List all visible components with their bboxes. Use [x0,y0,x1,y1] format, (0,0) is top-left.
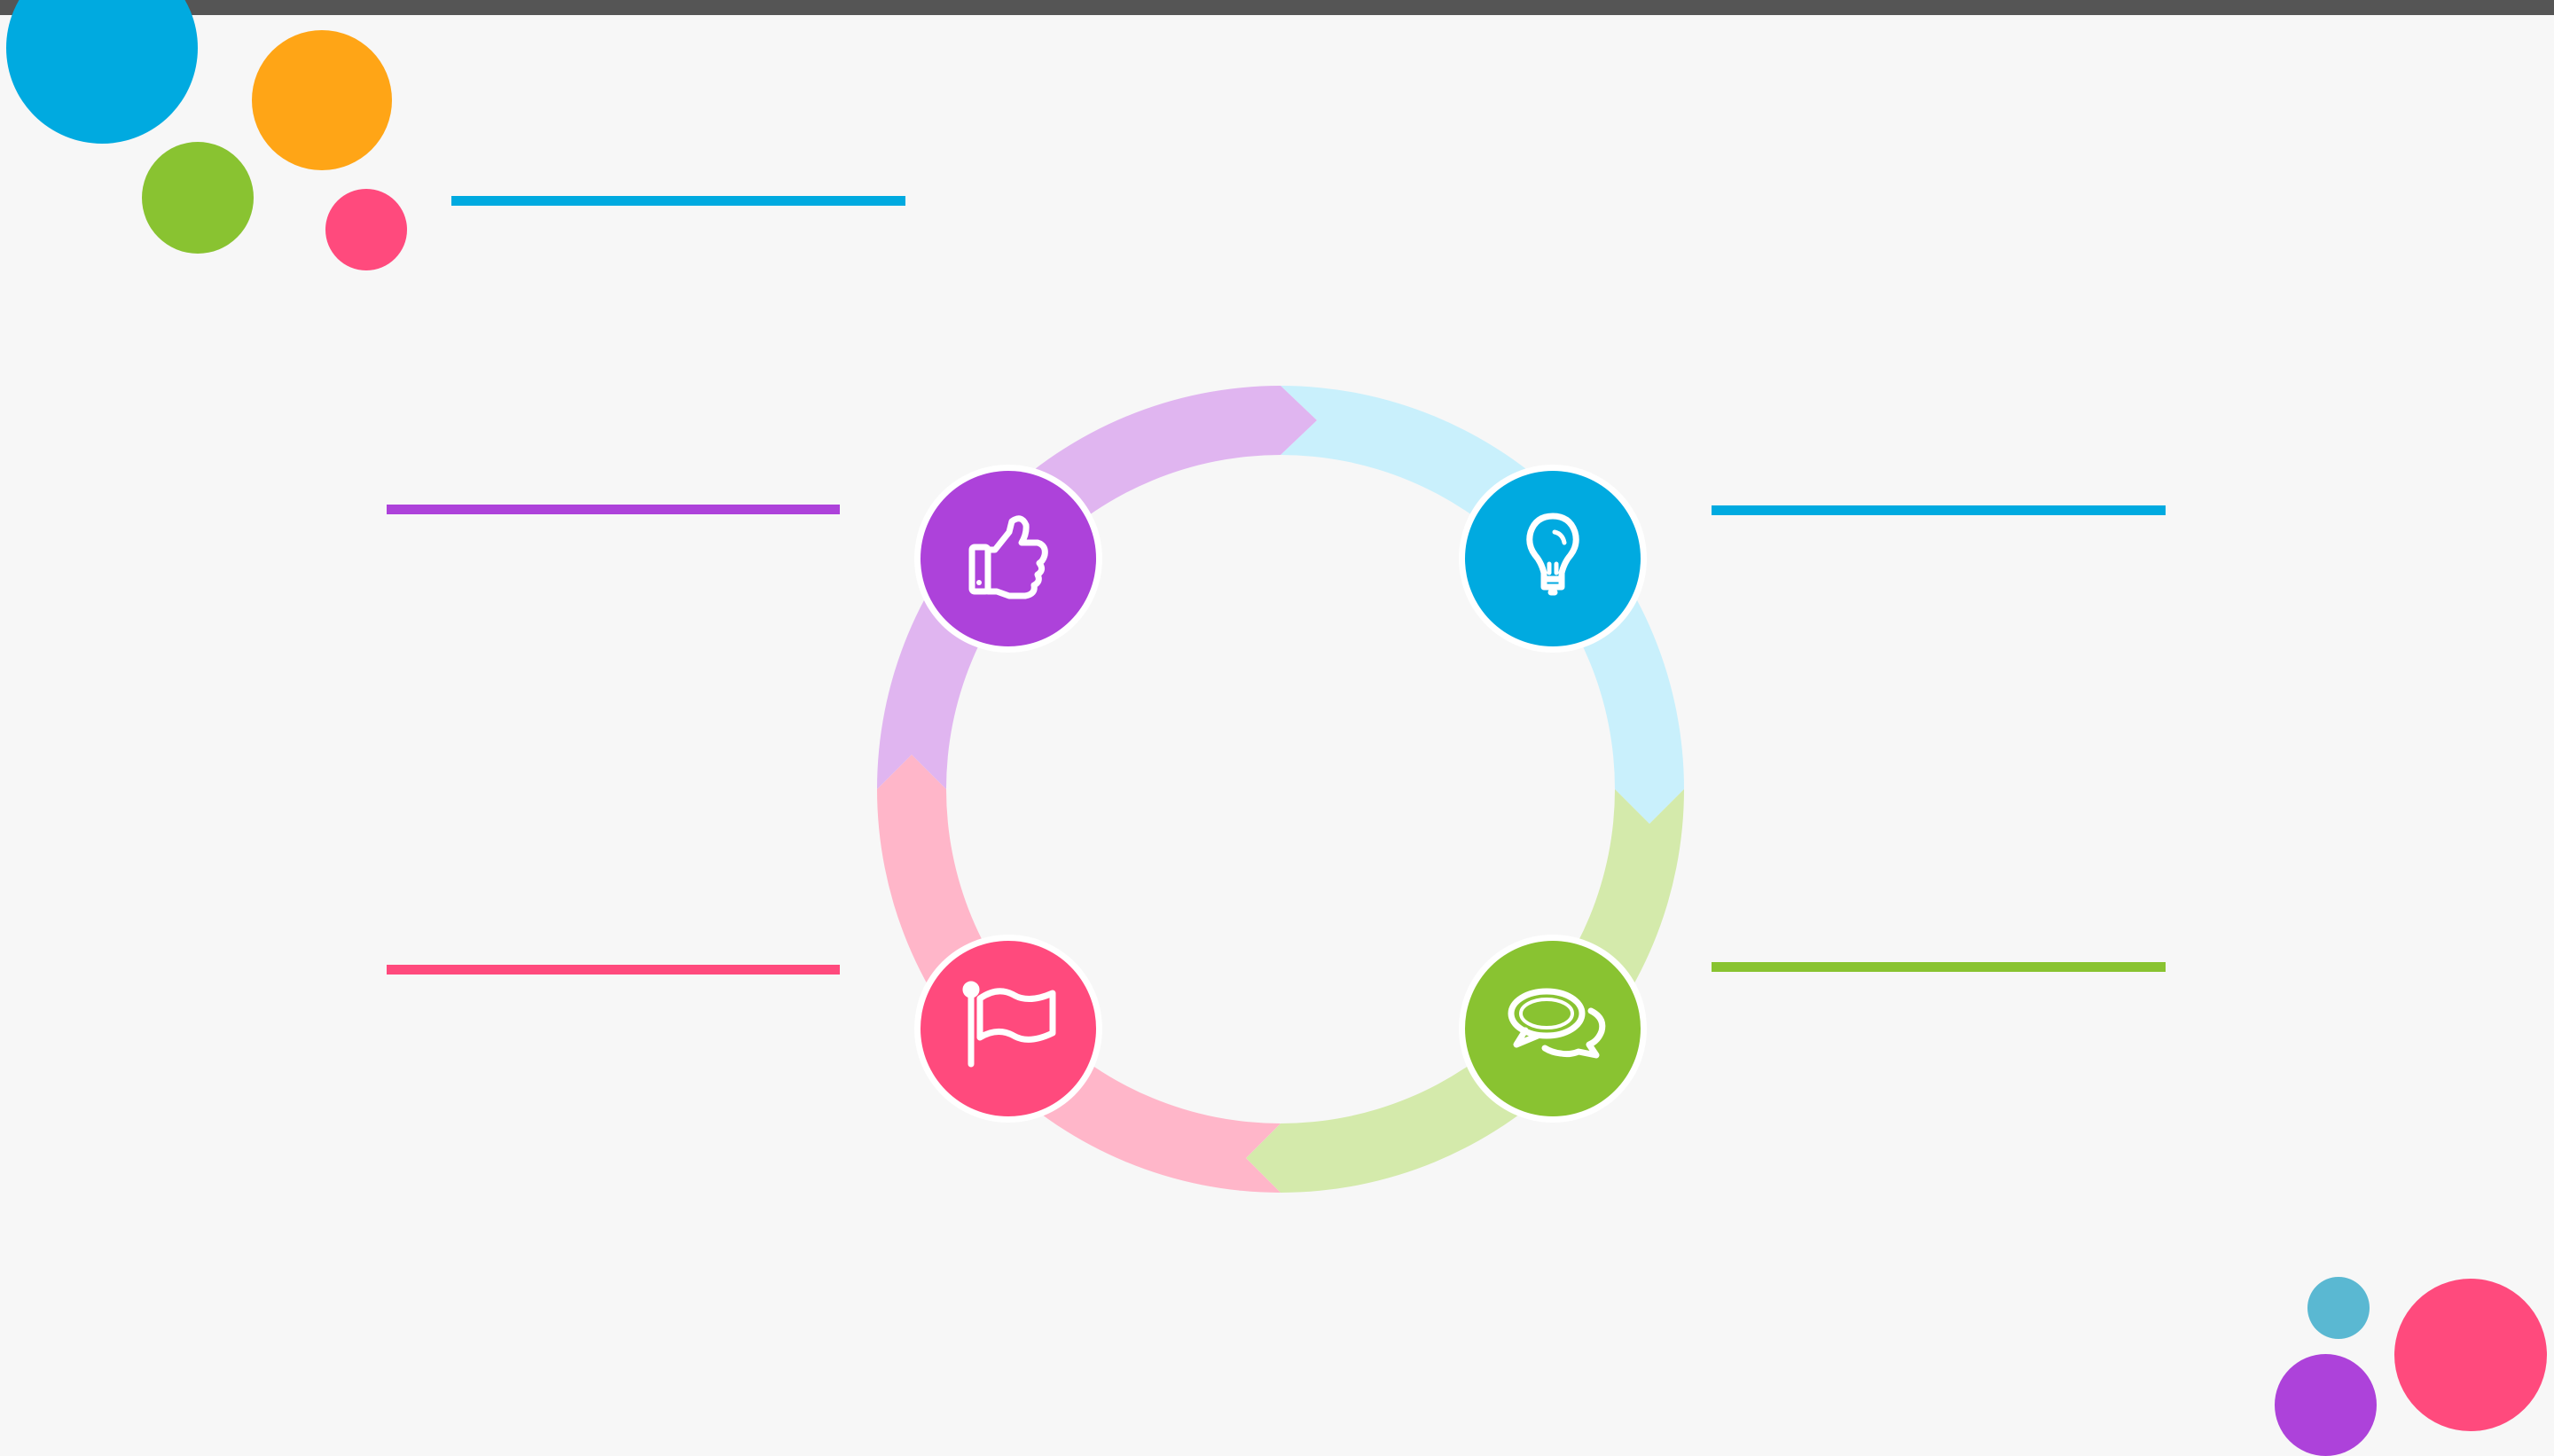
decor-dot-teal [2307,1277,2370,1339]
node-approval [914,465,1102,653]
speech-bubbles-icon [1508,988,1606,1059]
step-goal-rule [387,965,840,975]
flag-icon [962,981,1056,1068]
step-discussion-rule [1712,962,2166,972]
decor-dot-pink-large [2394,1279,2547,1431]
node-idea [1459,465,1647,653]
thumbs-up-icon [968,515,1048,599]
step-idea-rule [1712,505,2166,515]
title-rule [451,196,905,206]
top-bar [0,0,2554,15]
lightbulb-icon [1526,513,1579,596]
decor-dot-orange [252,30,392,170]
step-approval-rule [387,505,840,514]
decor-dot-pink [325,189,407,270]
decor-dot-green [142,142,254,254]
node-goal [914,935,1102,1123]
